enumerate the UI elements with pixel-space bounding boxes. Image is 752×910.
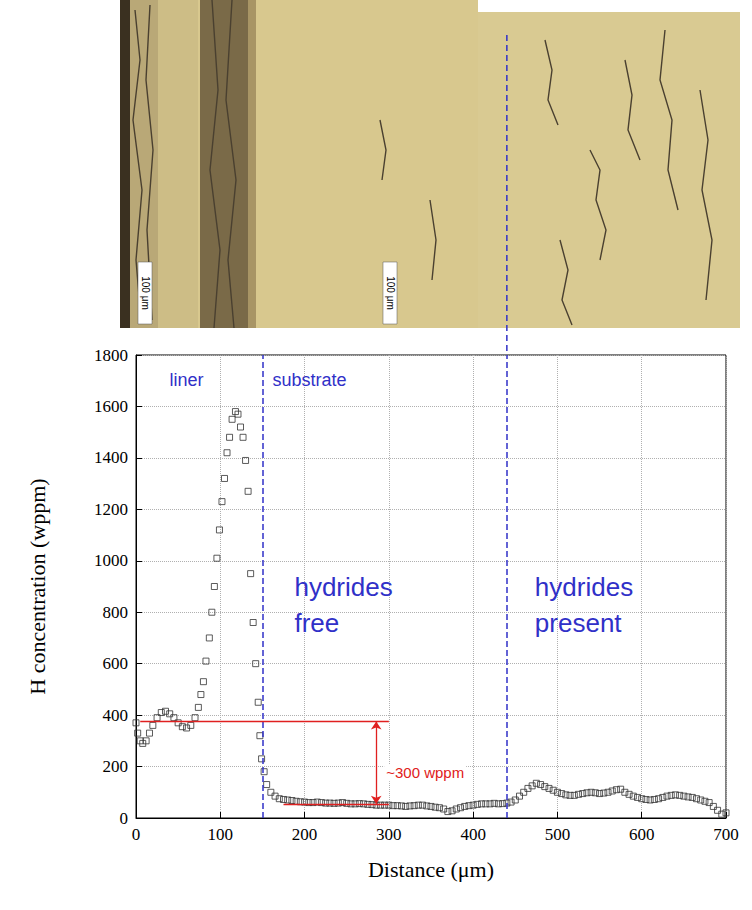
svg-text:hydrides: hydrides (294, 572, 392, 602)
svg-text:hydrides: hydrides (535, 572, 633, 602)
svg-text:liner: liner (170, 370, 204, 390)
svg-text:1400: 1400 (94, 448, 128, 467)
svg-text:800: 800 (103, 603, 129, 622)
svg-text:100: 100 (208, 825, 234, 844)
svg-text:1800: 1800 (94, 346, 128, 365)
svg-text:1000: 1000 (94, 551, 128, 570)
svg-text:200: 200 (292, 825, 318, 844)
svg-text:400: 400 (103, 706, 129, 725)
svg-text:1200: 1200 (94, 500, 128, 519)
svg-text:present: present (535, 608, 622, 638)
svg-text:200: 200 (103, 757, 129, 776)
svg-text:substrate: substrate (272, 370, 346, 390)
svg-text:500: 500 (545, 825, 571, 844)
svg-text:700: 700 (713, 825, 739, 844)
svg-text:~300 wppm: ~300 wppm (386, 764, 464, 781)
svg-text:H concentration (wppm): H concentration (wppm) (25, 478, 50, 694)
svg-text:300: 300 (376, 825, 402, 844)
svg-text:free: free (294, 608, 339, 638)
svg-text:600: 600 (103, 654, 129, 673)
svg-text:400: 400 (460, 825, 486, 844)
svg-text:0: 0 (120, 809, 129, 828)
svg-text:1600: 1600 (94, 397, 128, 416)
svg-text:600: 600 (629, 825, 655, 844)
svg-text:100 μm: 100 μm (140, 276, 151, 310)
svg-text:100 μm: 100 μm (385, 276, 396, 310)
svg-text:0: 0 (132, 825, 141, 844)
svg-text:Distance (μm): Distance (μm) (368, 857, 494, 882)
